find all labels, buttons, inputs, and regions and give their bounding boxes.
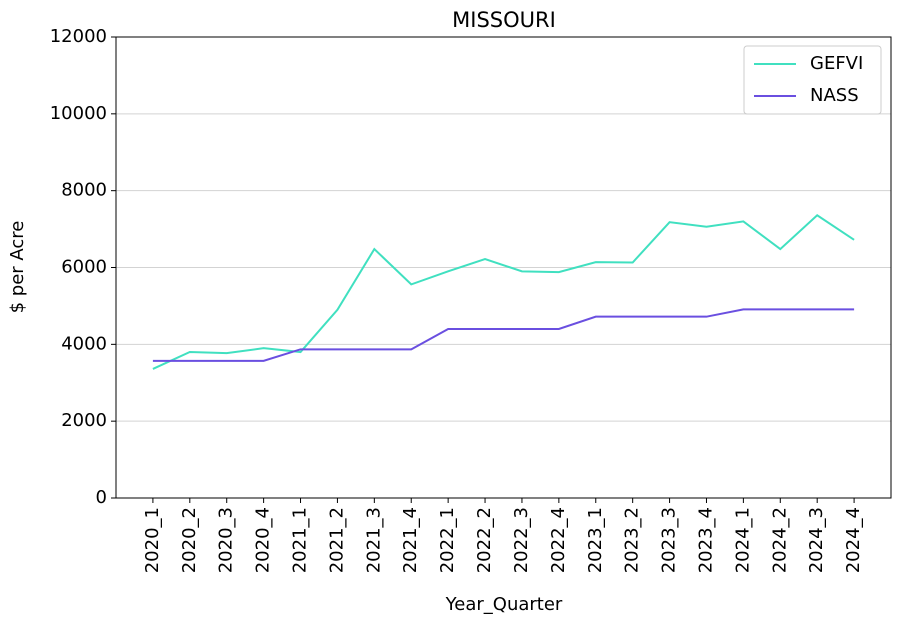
y-tick-label: 12000 <box>50 26 107 47</box>
y-tick-label: 0 <box>96 487 107 508</box>
y-tick-label: 6000 <box>61 257 107 278</box>
x-axis-label: Year_Quarter <box>445 594 563 615</box>
y-tick-label: 4000 <box>61 333 107 354</box>
x-tick-label: 2024_1 <box>732 507 753 573</box>
legend-label: GEFVI <box>810 53 863 74</box>
x-tick-label: 2024_3 <box>806 507 827 573</box>
x-tick-label: 2021_2 <box>326 507 347 573</box>
x-tick-label: 2021_4 <box>400 507 421 573</box>
y-tick-label: 10000 <box>50 103 107 124</box>
y-axis-label: $ per Acre <box>7 221 28 314</box>
x-tick-label: 2024_4 <box>843 507 864 573</box>
x-tick-label: 2021_3 <box>363 507 384 573</box>
y-tick-label: 8000 <box>61 180 107 201</box>
x-tick-label: 2020_1 <box>142 507 163 573</box>
plot-frame <box>115 36 892 499</box>
x-tick-label: 2021_1 <box>290 507 311 573</box>
line-series <box>152 213 855 370</box>
x-tick-label: 2023_4 <box>695 507 716 573</box>
x-tick-label: 2023_3 <box>659 507 680 573</box>
x-tick-label: 2020_3 <box>216 507 237 573</box>
x-tick-label: 2022_3 <box>511 507 532 573</box>
x-tick-label: 2023_2 <box>622 507 643 573</box>
x-tick-label: 2023_1 <box>585 507 606 573</box>
x-tick-label: 2022_4 <box>548 507 569 573</box>
x-tick-label: 2022_1 <box>437 507 458 573</box>
chart-title: MISSOURI <box>452 8 556 32</box>
line-series <box>152 308 855 362</box>
x-tick-label: 2022_2 <box>474 507 495 573</box>
legend-label: NASS <box>810 85 859 106</box>
x-tick-label: 2020_2 <box>179 507 200 573</box>
x-tick-label: 2024_2 <box>769 507 790 573</box>
x-tick-label: 2020_4 <box>253 507 274 573</box>
y-tick-label: 2000 <box>61 410 107 431</box>
